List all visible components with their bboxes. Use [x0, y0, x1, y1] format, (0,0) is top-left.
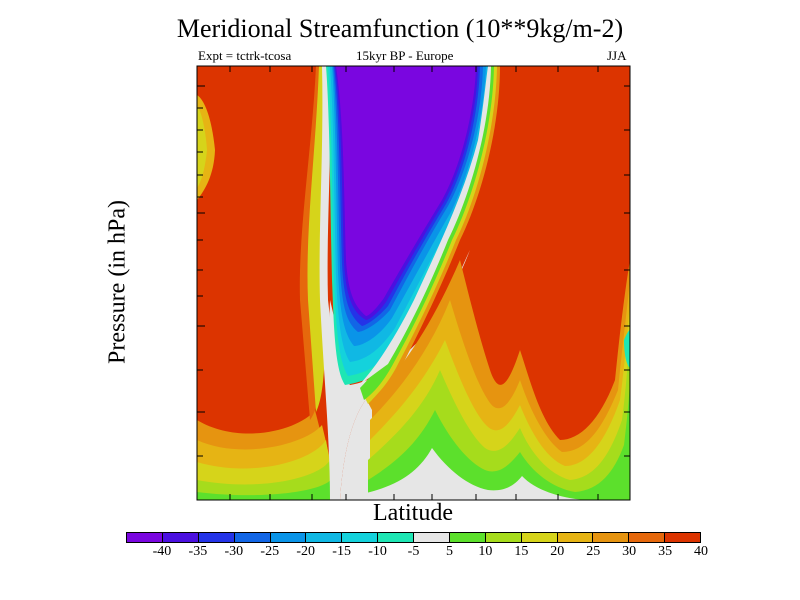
colorbar-tick-label: -25	[260, 544, 280, 559]
colorbar-tick-label: -10	[368, 544, 387, 559]
colorbar-tick-label: 40	[694, 544, 708, 559]
contour-band	[197, 105, 207, 188]
x-axis-ticks	[229, 66, 599, 500]
colorbar-tick-label: -35	[188, 544, 208, 559]
colorbar-swatch	[378, 533, 414, 542]
contour-band	[197, 460, 334, 500]
colorbar-swatch	[629, 533, 666, 542]
colorbar-swatch	[162, 533, 199, 542]
colorbar	[126, 532, 701, 543]
colorbar-swatch	[557, 533, 594, 542]
season-label: JJA	[607, 48, 627, 63]
plot-frame	[196, 65, 631, 501]
colorbar-tick-label: 10	[478, 544, 493, 559]
experiment-label: Expt = tctrk-tcosa	[198, 48, 292, 63]
neutral-region	[366, 448, 585, 500]
colorbar-swatch	[593, 533, 630, 542]
colorbar-tick-label: -15	[332, 544, 351, 559]
colorbar-swatch	[485, 533, 522, 542]
colorbar-tick-label: 15	[514, 544, 529, 559]
colorbar-swatch	[270, 533, 307, 542]
colorbar-tick-label: -30	[224, 544, 244, 559]
colorbar-swatch	[198, 533, 235, 542]
contour-band	[624, 330, 630, 368]
colorbar-tick-label: 20	[550, 544, 565, 559]
colorbar-swatch	[449, 533, 486, 542]
colorbar-swatch	[342, 533, 379, 542]
colorbar-tick-label: 5	[445, 544, 453, 559]
colorbar-swatch	[665, 533, 700, 542]
colorbar-swatch	[234, 533, 271, 542]
strong-negative-core	[336, 66, 476, 316]
colorbar-tick-label: -5	[407, 544, 420, 559]
x-axis-label: Latitude	[373, 500, 453, 526]
colorbar-swatch	[414, 533, 450, 542]
colorbar-swatch	[306, 533, 343, 542]
colorbar-tick-labels: -40 -35 -30 -25 -20 -15 -10 -5 5 10 15 20 25 30 35 40	[126, 544, 708, 564]
contour-band	[197, 478, 333, 500]
colorbar-tick-label: -20	[296, 544, 316, 559]
colorbar-swatch	[127, 533, 163, 542]
colorbar-tick-label: 30	[622, 544, 637, 559]
chart-title: Meridional Streamfunction (10**9kg/m-2)	[176, 14, 624, 43]
colorbar-tick-label: 35	[658, 544, 673, 559]
period-region-label: 15kyr BP - Europe	[356, 48, 454, 63]
colorbar-swatch	[521, 533, 558, 542]
neutral-region	[340, 385, 380, 500]
colorbar-tick-label: 25	[586, 544, 601, 559]
y-axis-ticks	[197, 85, 630, 457]
colorbar-tick-label: -40	[152, 544, 172, 559]
